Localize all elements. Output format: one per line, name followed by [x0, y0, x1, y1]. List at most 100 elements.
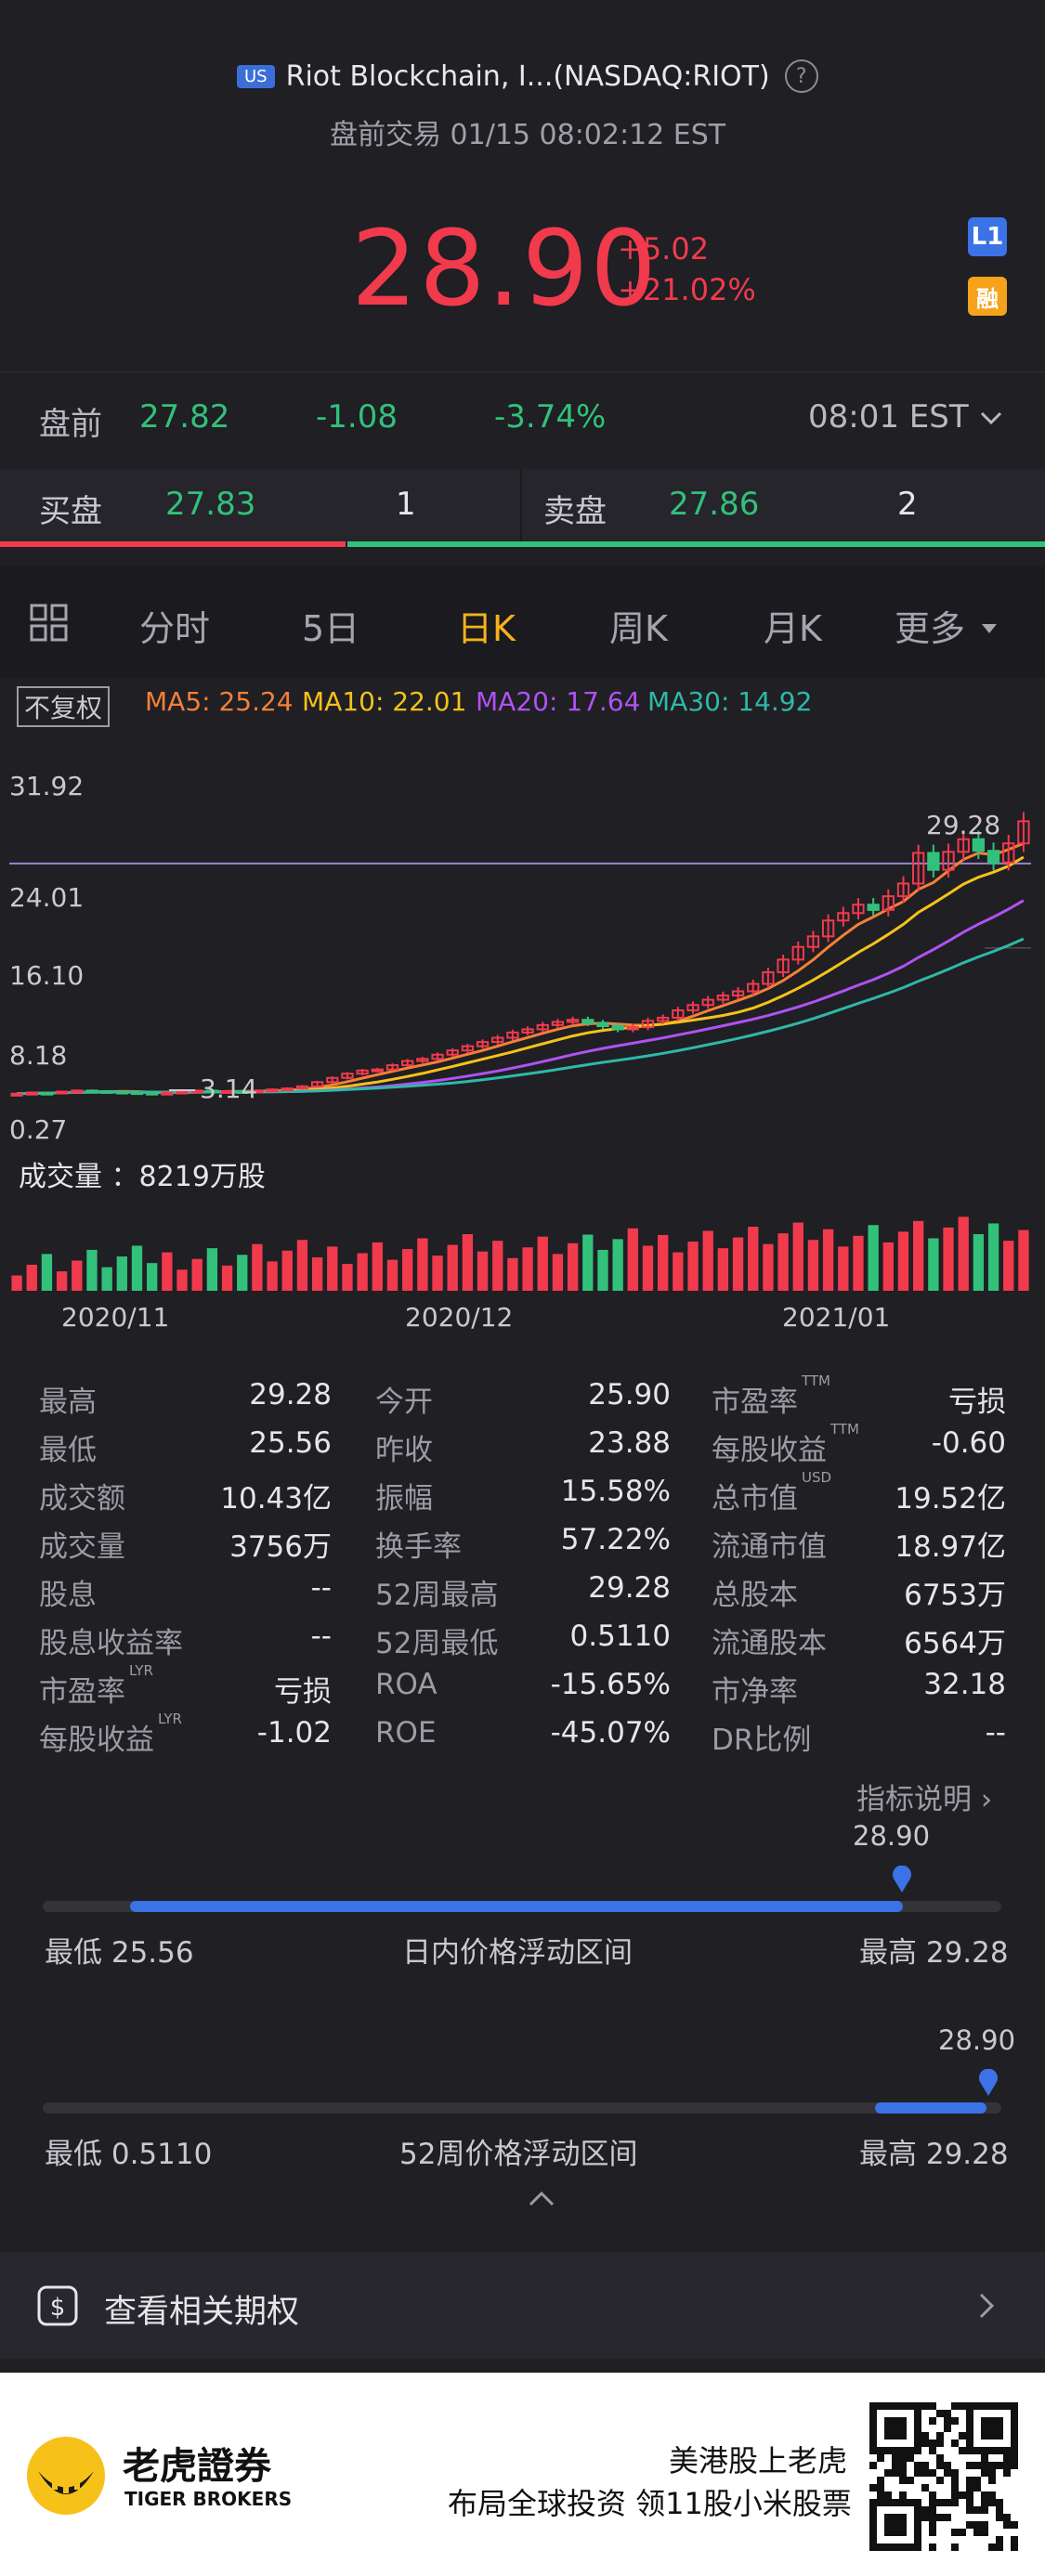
qr-module — [1011, 2447, 1018, 2454]
help-icon[interactable]: ? — [784, 59, 818, 93]
candle-body — [506, 1031, 519, 1039]
qr-module — [981, 2499, 988, 2506]
stat-value: 亏损 — [948, 1386, 1006, 1419]
qr-module — [981, 2491, 988, 2499]
qr-module — [884, 2543, 892, 2551]
candle-body — [220, 1089, 234, 1094]
qr-module — [1011, 2432, 1018, 2439]
candle-body — [867, 904, 880, 911]
qr-module — [981, 2506, 988, 2514]
grid-menu-icon[interactable] — [30, 604, 69, 643]
day-range-current: 28.90 — [853, 1820, 931, 1852]
view-options-row[interactable]: $ 查看相关期权 — [0, 2252, 1045, 2359]
day-range-title: 日内价格浮动区间 — [402, 1936, 633, 1970]
qr-module — [929, 2402, 936, 2410]
qr-module — [877, 2447, 884, 2454]
indicator-help-link[interactable]: 指标说明 › — [856, 1776, 992, 1817]
level1-badge[interactable]: L1 — [968, 217, 1007, 256]
day-range-marker-icon — [893, 1866, 911, 1893]
adjust-toggle[interactable]: 不复权 — [17, 686, 111, 727]
candle-body — [55, 1090, 69, 1095]
qr-module — [892, 2521, 899, 2529]
candle-body — [461, 1045, 475, 1052]
qr-module — [907, 2499, 914, 2506]
qr-module — [884, 2491, 892, 2499]
stat-value: 0.5110 — [569, 1620, 671, 1653]
qr-module — [973, 2529, 981, 2536]
stat-value: -- — [985, 1716, 1006, 1750]
candle-body — [401, 1060, 414, 1067]
qr-module — [921, 2469, 929, 2477]
x-tick-label: 2020/12 — [405, 1302, 514, 1333]
stat-label: 成交额 — [39, 1482, 125, 1516]
qr-module — [921, 2484, 929, 2491]
volume-bar — [882, 1242, 894, 1291]
stat-value: 6564万 — [904, 1627, 1006, 1660]
y-tick-label: 16.10 — [9, 960, 85, 991]
qr-module — [892, 2529, 899, 2536]
qr-module — [951, 2417, 959, 2425]
stock-title[interactable]: Riot Blockchain, I...(NASDAQ:RIOT) — [285, 59, 770, 93]
kline-svg — [9, 812, 1031, 1291]
qr-module — [959, 2402, 966, 2410]
qr-module — [936, 2432, 944, 2439]
ma-indicator-row: 不复权 MA5: 25.24 MA10: 22.01 MA20: 17.64 M… — [0, 683, 1045, 729]
premarket-row[interactable]: 盘前 27.82 -1.08 -3.74% 08:01 EST — [0, 371, 1045, 465]
y-tick-label: 8.18 — [9, 1040, 68, 1071]
candle-body — [85, 1089, 98, 1094]
qr-module — [1011, 2462, 1018, 2469]
qr-module — [966, 2439, 973, 2447]
ask-size: 2 — [897, 486, 918, 523]
volume-bar — [642, 1245, 654, 1291]
qr-module — [988, 2543, 996, 2551]
qr-module — [936, 2477, 944, 2484]
qr-module — [988, 2462, 996, 2469]
qr-module — [966, 2402, 973, 2410]
qr-module — [966, 2521, 973, 2529]
volume-bar — [552, 1254, 564, 1291]
collapse-chevron-icon[interactable] — [528, 2190, 555, 2208]
qr-module — [892, 2402, 899, 2410]
volume-bar — [748, 1227, 759, 1291]
qr-module — [914, 2439, 921, 2447]
tab-daily-k[interactable]: 日K — [457, 608, 516, 649]
tab-weekly-k[interactable]: 周K — [609, 608, 668, 649]
candle-body — [431, 1053, 444, 1060]
stat-label: 每股收益 — [712, 1434, 827, 1467]
candle-body — [266, 1088, 279, 1093]
qr-module — [1011, 2410, 1018, 2417]
stat-label: 市盈率 — [712, 1386, 798, 1419]
qr-module — [996, 2543, 1003, 2551]
volume-bar — [191, 1258, 202, 1291]
qr-module — [869, 2529, 877, 2536]
stat-label: 股息 — [39, 1579, 97, 1612]
week52-range-title: 52周价格浮动区间 — [399, 2138, 638, 2171]
footer-banner[interactable]: 老虎證券 TIGER BROKERS 美港股上老虎 布局全球投资 领11股小米股… — [0, 2373, 1045, 2576]
stat-value: 3756万 — [229, 1530, 332, 1564]
qr-module — [899, 2529, 907, 2536]
margin-badge[interactable]: 融 — [968, 277, 1007, 316]
qr-module — [988, 2425, 996, 2432]
tab-more[interactable]: 更多 — [895, 608, 966, 649]
stat-value: -15.65% — [550, 1668, 671, 1701]
qr-module — [966, 2425, 973, 2432]
candle-body — [551, 1021, 565, 1026]
qr-module — [936, 2462, 944, 2469]
chevron-down-icon[interactable] — [979, 410, 1003, 426]
candle-body — [701, 998, 714, 1007]
candle-body — [416, 1058, 429, 1062]
candle-body — [385, 1064, 399, 1071]
qr-module — [914, 2506, 921, 2514]
tab-5day[interactable]: 5日 — [302, 608, 360, 649]
kline-chart[interactable]: 31.92 24.01 16.10 8.18 0.27 29.28 3.14 成… — [0, 734, 1045, 1365]
stat-label: 昨收 — [375, 1434, 433, 1467]
qr-module — [1003, 2469, 1011, 2477]
tab-intraday[interactable]: 分时 — [139, 608, 211, 649]
price-change-block: +5.02 +21.02% — [618, 228, 756, 310]
market-badge: US — [237, 64, 275, 88]
qr-module — [899, 2469, 907, 2477]
qr-module — [988, 2432, 996, 2439]
qr-module — [966, 2499, 973, 2506]
qr-module — [869, 2417, 877, 2425]
tab-monthly-k[interactable]: 月K — [764, 608, 822, 649]
